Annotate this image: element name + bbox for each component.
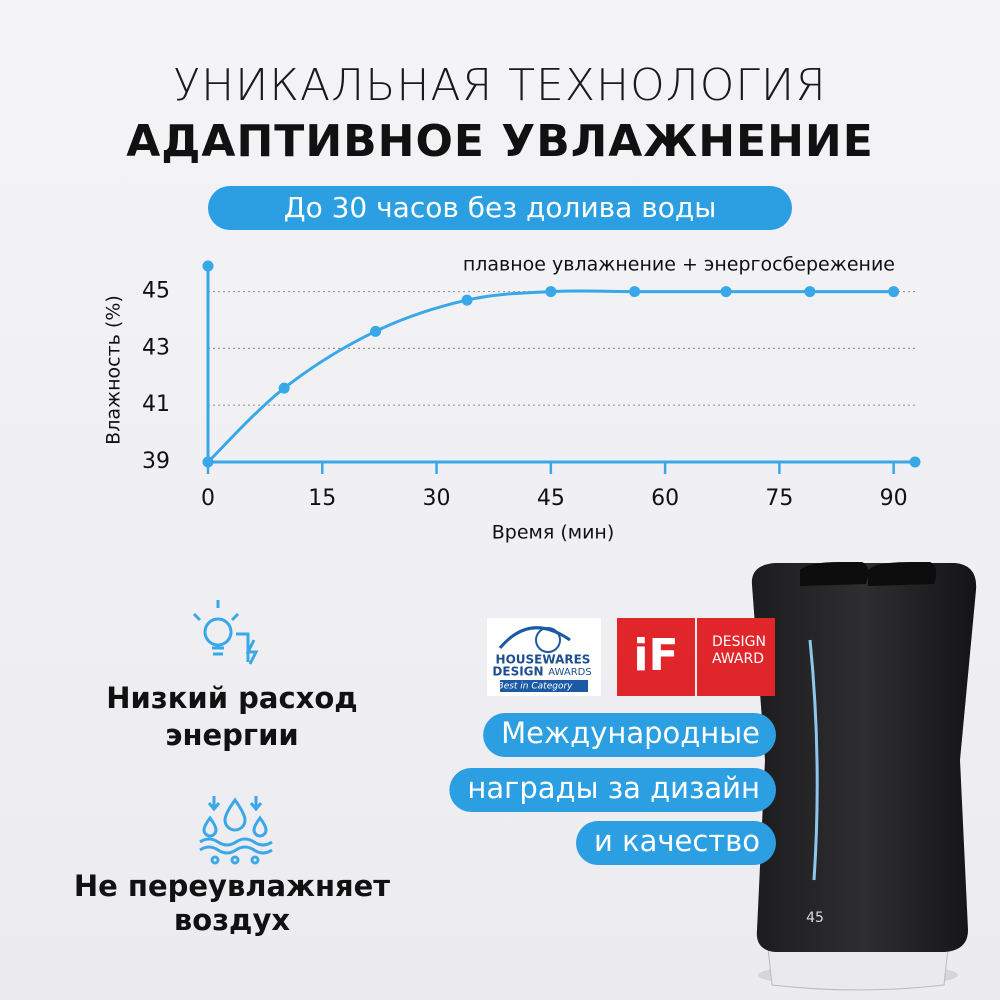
x-tick-label: 30: [423, 486, 451, 511]
x-tick-label: 90: [880, 486, 908, 511]
data-point: [370, 325, 382, 337]
data-point: [461, 294, 473, 306]
y-tick-label: 43: [142, 335, 170, 360]
x-tick-label: 75: [765, 486, 793, 511]
if-text-box: [697, 618, 775, 696]
feature-label: Низкий расход: [106, 681, 357, 715]
data-point: [202, 456, 214, 468]
housewares-logo: [498, 626, 571, 649]
x-tick-label: 15: [308, 486, 336, 511]
y-axis-label: Влажность (%): [103, 295, 125, 445]
legend-label: плавное увлажнение + энергосбережение: [463, 254, 895, 276]
chart: 39 41 43 45 0 15 30 45 60 75 90 Время (мин) Влажност…: [103, 254, 921, 544]
data-point: [629, 286, 641, 298]
title-line: АДАПТИВНОЕ УВЛАЖНЕНИЕ: [126, 116, 874, 167]
housewares-badge-bar: [500, 680, 588, 692]
housewares-badge-text: Best in Category: [498, 682, 574, 692]
x-tick-label: 45: [537, 486, 565, 511]
y-tick-label: 41: [142, 392, 170, 417]
caption-pill: [483, 713, 776, 757]
data-point: [804, 286, 816, 298]
y-tick-label: 45: [142, 279, 170, 304]
energy-icon: [192, 600, 259, 665]
if-text-line: DESIGN: [712, 634, 766, 650]
data-point: [278, 382, 290, 394]
housewares-text: DESIGN: [492, 665, 543, 679]
housewares-text: AWARDS: [548, 667, 591, 678]
caption-pill: [449, 768, 776, 812]
x-axis-label: Время (мин): [492, 522, 615, 544]
subtitle-pill: [208, 186, 792, 230]
axis-end: [909, 456, 921, 468]
y-tick-label: 39: [142, 449, 170, 474]
data-point: [545, 286, 557, 298]
caption-pill: [576, 821, 776, 865]
feature-label: воздух: [174, 903, 290, 937]
data-point: [720, 286, 732, 298]
title-line: УНИКАЛЬНАЯ ТЕХНОЛОГИЯ: [173, 60, 826, 111]
x-tick-label: 60: [651, 486, 679, 511]
subtitle: До 30 часов без долива воды: [284, 191, 717, 224]
data-point: [888, 286, 900, 298]
humidity-icon: [199, 796, 273, 865]
axis-end: [202, 260, 214, 272]
product-image: 45: [751, 562, 977, 991]
if-logo: iF: [633, 630, 678, 681]
housewares-globe: [535, 627, 561, 653]
award-caption: Международные: [501, 716, 760, 750]
product-display: 45: [806, 910, 824, 926]
if-logo-box: [617, 618, 695, 696]
feature-label: энергии: [165, 718, 298, 752]
award-captions: Международные награды за дизайн и качество: [449, 713, 776, 865]
award-caption: награды за дизайн: [467, 771, 760, 805]
housewares-text: HOUSEWARES: [496, 653, 591, 667]
x-tick-label: 0: [201, 486, 215, 511]
award-caption: и качество: [594, 824, 760, 858]
if-text-line: AWARD: [712, 651, 764, 667]
feature-label: Не переувлажняет: [74, 869, 390, 903]
